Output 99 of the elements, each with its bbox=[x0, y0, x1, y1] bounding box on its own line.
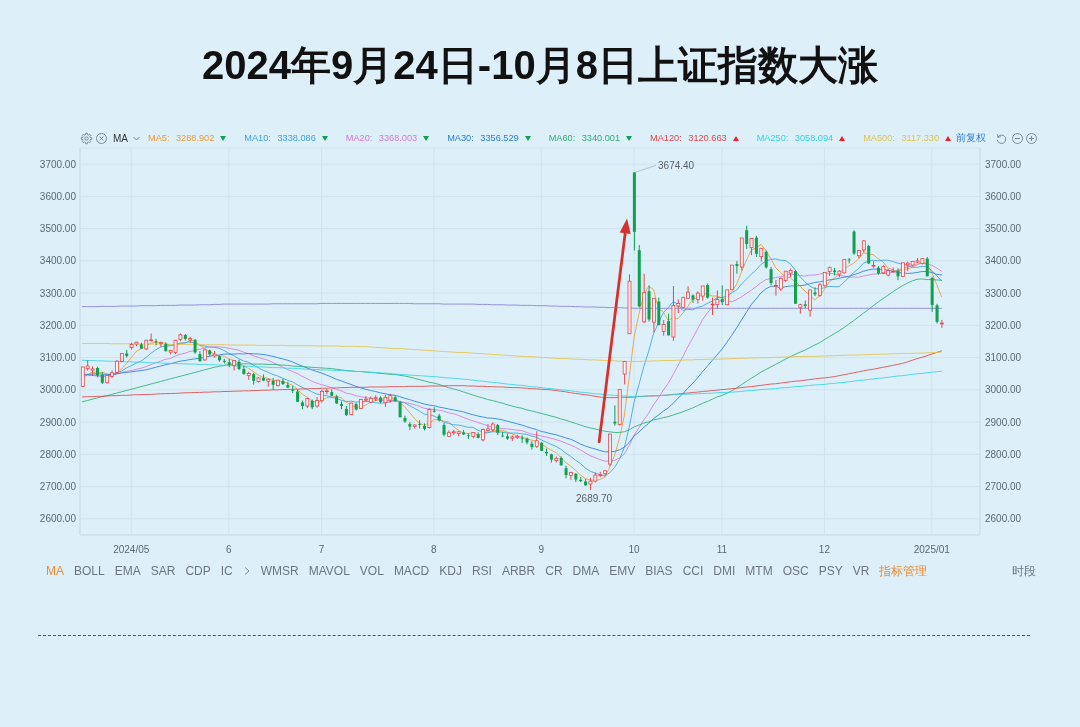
legend-title: MA bbox=[113, 132, 128, 144]
candlestick bbox=[657, 297, 661, 326]
candlestick bbox=[867, 244, 871, 265]
candlestick bbox=[418, 419, 422, 430]
text: CDP bbox=[185, 564, 211, 578]
y-tick-label: 2800.00 bbox=[39, 448, 77, 460]
annotation: 3674.40 bbox=[658, 159, 695, 171]
y-tick-label: 2700.00 bbox=[39, 481, 77, 493]
candlestick bbox=[569, 471, 573, 481]
x-tick-label: 12 bbox=[818, 544, 831, 556]
y2-tick-label: 3000.00 bbox=[985, 384, 1022, 396]
text: MA120: 3120.663 bbox=[650, 133, 727, 143]
y2-tick-label: 3200.00 bbox=[985, 319, 1022, 331]
x-tick-label: 7 bbox=[318, 544, 325, 556]
candlestick bbox=[813, 286, 817, 297]
text: 指标管理 bbox=[879, 562, 928, 580]
y2-tick-label: 2900.00 bbox=[985, 416, 1022, 428]
text: 前复权 bbox=[956, 131, 987, 145]
text: MA20: 3368.003 bbox=[345, 133, 418, 143]
y-tick-label: 3200.00 bbox=[39, 319, 77, 331]
x-tick-label: 8 bbox=[431, 544, 438, 556]
y2-tick-label: 3400.00 bbox=[985, 255, 1022, 267]
x-tick-label: 6 bbox=[226, 544, 233, 556]
x-tick-label: 2025/01 bbox=[913, 544, 951, 556]
candlestick bbox=[691, 293, 695, 304]
candlestick bbox=[935, 303, 939, 324]
text: MA250: 3058.094 bbox=[756, 133, 834, 143]
text: IC bbox=[220, 564, 233, 578]
text: DMI bbox=[713, 564, 736, 578]
y2-tick-label: 2600.00 bbox=[985, 513, 1022, 525]
candlestick bbox=[232, 359, 237, 372]
text: MAVOL bbox=[308, 564, 350, 578]
text: MA5: 3288.902 bbox=[148, 133, 215, 143]
y-tick-label: 3100.00 bbox=[39, 352, 77, 364]
y-tick-label: 3500.00 bbox=[39, 223, 77, 235]
text: PSY bbox=[818, 564, 843, 578]
text: BOLL bbox=[74, 564, 105, 578]
text: KDJ bbox=[439, 564, 462, 578]
candlestick bbox=[720, 284, 724, 306]
chart-title: 2024年9月24日-10月8日上证指数大涨 bbox=[202, 43, 878, 87]
candlestick bbox=[652, 297, 656, 333]
text: DMA bbox=[572, 564, 600, 578]
text: WMSR bbox=[260, 564, 299, 578]
text: BIAS bbox=[645, 564, 673, 578]
text: VOL bbox=[359, 564, 384, 578]
x-tick-label: 9 bbox=[538, 544, 545, 556]
y2-tick-label: 3500.00 bbox=[985, 223, 1022, 235]
text: OSC bbox=[782, 564, 809, 578]
candlestick bbox=[940, 319, 944, 329]
candlestick bbox=[466, 432, 470, 440]
candlestick bbox=[735, 260, 739, 275]
candlestick bbox=[530, 440, 534, 451]
y-tick-label: 2600.00 bbox=[39, 513, 77, 525]
candlestick bbox=[764, 249, 768, 270]
y2-tick-label: 3300.00 bbox=[985, 287, 1022, 299]
candlestick bbox=[408, 421, 412, 431]
text: MTM bbox=[745, 564, 773, 578]
text: MA500: 3117.330 bbox=[863, 133, 940, 143]
y-tick-label: 2900.00 bbox=[39, 416, 77, 428]
text: EMA bbox=[114, 564, 141, 578]
candlestick bbox=[622, 360, 627, 385]
candlestick bbox=[769, 266, 773, 286]
candlestick bbox=[159, 341, 163, 348]
y2-tick-label: 2700.00 bbox=[985, 481, 1022, 493]
text: VR bbox=[852, 564, 870, 578]
y2-tick-label: 3600.00 bbox=[985, 190, 1022, 202]
text: SAR bbox=[150, 564, 176, 578]
x-tick-label: 11 bbox=[716, 544, 728, 556]
candlestick bbox=[281, 378, 285, 386]
text: CCI bbox=[682, 564, 704, 578]
candlestick bbox=[754, 235, 758, 258]
text: CR bbox=[545, 564, 563, 578]
annotation: 2689.70 bbox=[576, 493, 613, 505]
line-series bbox=[81, 359, 943, 398]
y-tick-label: 3400.00 bbox=[39, 255, 77, 267]
candlestick bbox=[154, 338, 158, 346]
text: 时段 bbox=[1012, 564, 1036, 578]
text: RSI bbox=[471, 564, 492, 578]
y-tick-label: 3700.00 bbox=[39, 158, 77, 170]
text: MA10: 3338.086 bbox=[244, 133, 316, 143]
candlestick bbox=[520, 434, 524, 444]
x-tick-label: 10 bbox=[628, 544, 641, 556]
y-tick-label: 3600.00 bbox=[39, 190, 77, 202]
candlestick bbox=[745, 225, 749, 250]
y-tick-label: 3000.00 bbox=[39, 384, 77, 396]
text: MACD bbox=[393, 564, 430, 578]
candlestick bbox=[852, 229, 856, 256]
text: ARBR bbox=[501, 564, 536, 578]
line-series bbox=[81, 278, 943, 433]
text: MA bbox=[46, 564, 64, 578]
y-tick-label: 3300.00 bbox=[39, 287, 77, 299]
text: MA60: 3340.001 bbox=[548, 133, 621, 143]
y2-tick-label: 3700.00 bbox=[985, 158, 1022, 170]
y2-tick-label: 3100.00 bbox=[985, 352, 1022, 364]
y2-tick-label: 2800.00 bbox=[985, 448, 1022, 460]
x-tick-label: 2024/05 bbox=[113, 544, 150, 556]
candlestick bbox=[808, 289, 813, 318]
text: EMV bbox=[609, 564, 636, 578]
text: MA30: 3356.529 bbox=[447, 133, 519, 143]
